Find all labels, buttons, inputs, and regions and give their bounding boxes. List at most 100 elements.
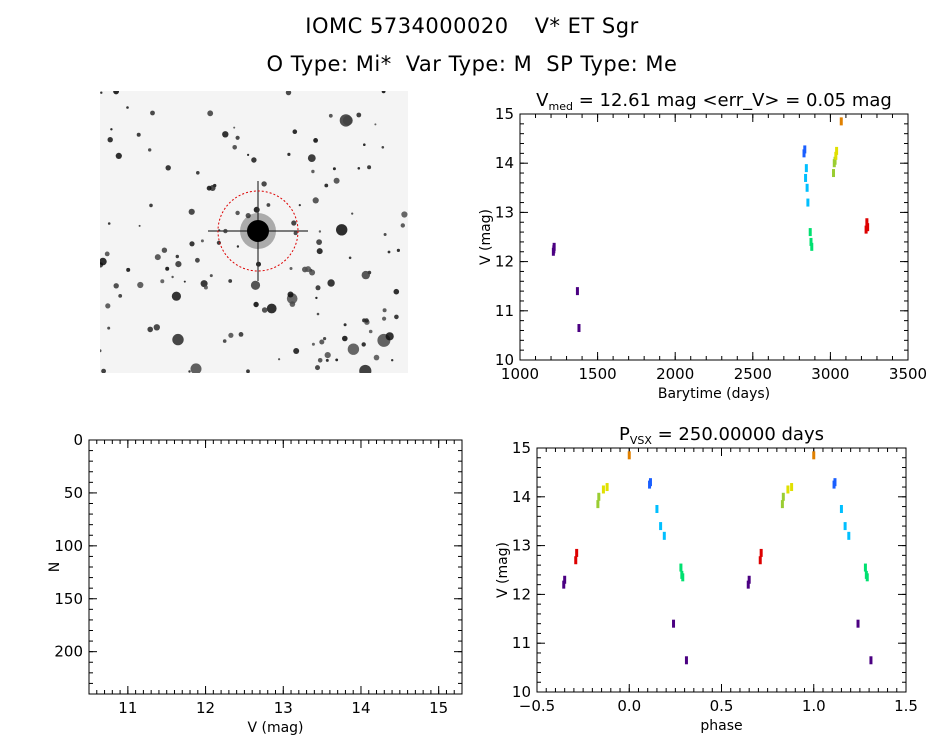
phased-point (655, 505, 659, 513)
sky-star (266, 303, 277, 314)
sky-star (189, 241, 195, 247)
phased-point (781, 492, 785, 501)
sky-star (175, 254, 179, 259)
sky-star (342, 115, 353, 126)
sky-star (160, 279, 165, 284)
sky-star (172, 333, 184, 346)
sky-star (367, 165, 372, 170)
lightcurve-point (552, 245, 556, 254)
sky-star (175, 261, 182, 268)
sky-star (188, 370, 191, 373)
phased-point (833, 478, 837, 487)
lightcurve-point (864, 225, 868, 234)
x-tick-label: 12 (196, 699, 215, 717)
x-tick-label: 0.0 (617, 697, 641, 715)
y-tick-label: 50 (64, 484, 83, 502)
sky-star (100, 349, 102, 353)
sky-star (287, 291, 294, 298)
sky-star (147, 326, 153, 333)
sky-star (138, 224, 141, 227)
otype-value: Mi* (355, 52, 392, 76)
sky-star (387, 250, 391, 254)
sky-star (383, 233, 387, 236)
sky-star (309, 269, 316, 276)
lightcurve-point (804, 164, 808, 173)
sky-star (115, 152, 122, 159)
sky-star (342, 335, 348, 342)
sky-star (347, 343, 360, 355)
sky-star (382, 308, 387, 313)
vartype-label: Var Type: (405, 52, 507, 76)
phased-point (681, 573, 685, 582)
x-tick-label: 2000 (656, 365, 694, 383)
sky-star (401, 211, 408, 218)
phased-point (601, 485, 605, 494)
sky-star (356, 112, 362, 118)
x-tick-label: 0.5 (710, 697, 734, 715)
sky-star (364, 318, 369, 323)
figure-subtitle: O Type: Mi* Var Type: M SP Type: Me (0, 52, 944, 76)
x-tick-label: 11 (118, 699, 137, 717)
sky-star (324, 183, 329, 188)
phased-point (605, 483, 609, 492)
lightcurve-point (866, 223, 870, 232)
y-tick-label: 15 (495, 105, 514, 123)
phased-point (758, 556, 762, 565)
sky-star (335, 358, 339, 362)
y-tick-label: 100 (54, 537, 83, 555)
phased-point (759, 548, 763, 557)
lightcurve-frame (519, 113, 909, 361)
sky-star (105, 303, 111, 309)
sky-star (292, 129, 298, 134)
histogram-frame (88, 439, 463, 695)
sky-star (396, 248, 400, 252)
lightcurve-point (804, 173, 808, 182)
phased-title: PVSX = 250.00000 days (619, 424, 824, 447)
phased-point (563, 575, 567, 584)
sky-star (165, 165, 171, 171)
sky-star (289, 301, 296, 307)
y-tick-label: 200 (54, 643, 83, 661)
phased-point (648, 478, 652, 487)
y-tick-label: 14 (512, 488, 531, 506)
lightcurve-point (834, 151, 838, 160)
y-tick-label: 0 (73, 431, 83, 449)
sky-star (113, 283, 119, 289)
sky-star (325, 358, 329, 362)
sky-star (291, 220, 297, 226)
lightcurve-point (808, 228, 812, 237)
y-tick-label: 12 (495, 253, 514, 271)
lightcurve-point (810, 242, 814, 251)
phased-point (680, 570, 684, 579)
sky-star (333, 177, 340, 184)
sky-star (261, 181, 267, 187)
sky-star (374, 123, 377, 126)
sky-star (107, 326, 111, 330)
phased-point (627, 451, 631, 460)
x-tick-label: 3500 (889, 365, 927, 383)
sky-star (236, 245, 240, 248)
lightcurve-ylabel: V (mag) (478, 209, 494, 265)
star-id: IOMC 5734000020 (305, 14, 509, 38)
phased-point (672, 619, 676, 628)
sky-star (233, 126, 236, 129)
phased-point (863, 563, 867, 572)
y-tick-label: 13 (495, 203, 514, 221)
sky-star (148, 148, 152, 152)
sky-star (381, 146, 385, 149)
x-tick-label: 1000 (501, 365, 539, 383)
phased-frame (536, 447, 907, 693)
y-tick-label: 11 (512, 634, 531, 652)
sky-star (359, 364, 372, 373)
lightcurve-point (551, 247, 555, 256)
sky-star (391, 359, 394, 362)
vartype-value: M (513, 52, 533, 76)
sky-star (216, 240, 221, 245)
sky-star (385, 332, 394, 341)
sky-image-canvas (100, 91, 408, 373)
sky-star (328, 113, 333, 118)
sky-star (238, 332, 244, 337)
sky-star (235, 210, 240, 216)
sky-star (318, 230, 322, 233)
phased-point (839, 505, 843, 513)
